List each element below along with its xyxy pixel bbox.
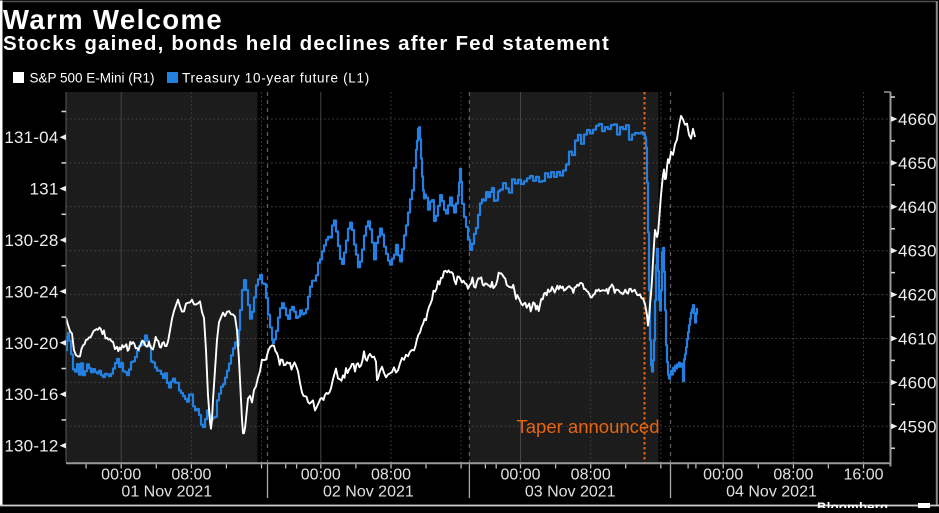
svg-text:4600: 4600	[898, 373, 937, 392]
svg-text:130-24: 130-24	[4, 282, 58, 301]
svg-text:4660: 4660	[898, 110, 937, 129]
svg-text:08:00: 08:00	[571, 467, 611, 484]
svg-text:08:00: 08:00	[371, 467, 411, 484]
svg-text:08:00: 08:00	[171, 467, 211, 484]
svg-text:131: 131	[30, 180, 59, 199]
svg-text:130-16: 130-16	[4, 385, 58, 404]
svg-text:00:00: 00:00	[500, 467, 540, 484]
svg-text:00:00: 00:00	[703, 467, 743, 484]
svg-text:130-12: 130-12	[4, 437, 58, 456]
svg-text:03 Nov 2021: 03 Nov 2021	[525, 484, 616, 501]
svg-text:130-28: 130-28	[4, 231, 58, 250]
svg-text:00:00: 00:00	[101, 467, 141, 484]
svg-text:131-04: 131-04	[4, 128, 58, 147]
svg-text:4630: 4630	[898, 242, 937, 261]
svg-text:Bloomberg: Bloomberg	[817, 500, 888, 509]
svg-text:Taper announced: Taper announced	[517, 416, 660, 437]
svg-text:08:00: 08:00	[773, 467, 813, 484]
svg-text:02 Nov 2021: 02 Nov 2021	[323, 484, 414, 501]
svg-text:4590: 4590	[898, 417, 937, 436]
svg-text:16:00: 16:00	[843, 467, 883, 484]
svg-text:Treasury 10-year future (L1): Treasury 10-year future (L1)	[182, 71, 370, 86]
svg-text:4620: 4620	[898, 286, 937, 305]
svg-text:130-20: 130-20	[4, 334, 58, 353]
svg-text:Stocks gained, bonds held decl: Stocks gained, bonds held declines after…	[3, 32, 610, 55]
svg-text:4640: 4640	[898, 198, 937, 217]
svg-text:01 Nov 2021: 01 Nov 2021	[121, 484, 212, 501]
svg-text:S&P 500 E-Mini (R1): S&P 500 E-Mini (R1)	[30, 71, 155, 86]
svg-text:Warm Welcome: Warm Welcome	[3, 4, 223, 35]
svg-text:04 Nov 2021: 04 Nov 2021	[726, 484, 817, 501]
svg-text:00:00: 00:00	[301, 467, 341, 484]
svg-text:4610: 4610	[898, 330, 937, 349]
svg-text:4650: 4650	[898, 154, 937, 173]
